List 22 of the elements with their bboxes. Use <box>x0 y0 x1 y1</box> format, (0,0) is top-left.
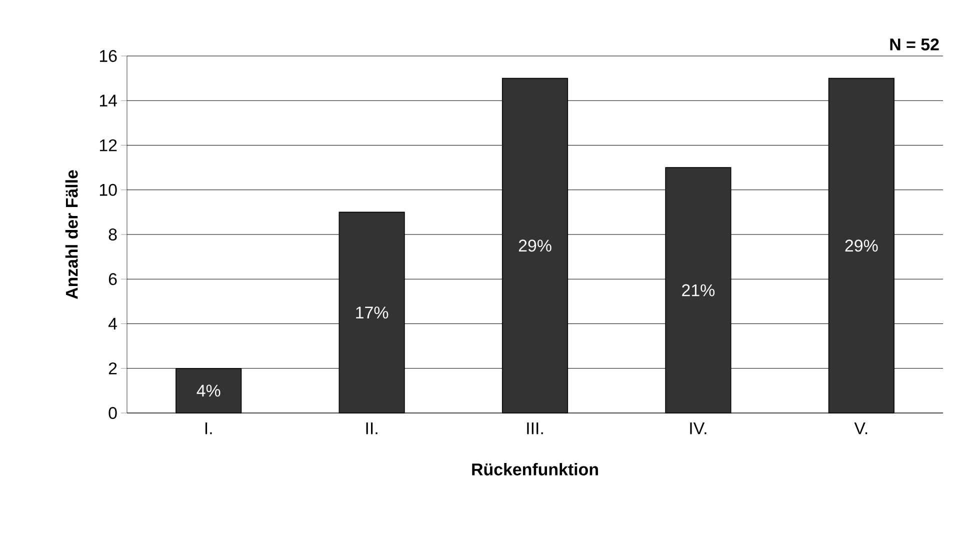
y-tick-label: 12 <box>100 139 117 152</box>
annotation: 21% <box>682 284 715 296</box>
annotation: 29% <box>518 240 552 252</box>
annotation: 4% <box>196 384 220 397</box>
y-axis-title: Anzahl der Fälle <box>65 170 78 299</box>
x-tick-label: I. <box>205 422 212 434</box>
y-tick-label: 4 <box>108 318 117 330</box>
y-tick-label: 10 <box>100 184 117 196</box>
text: N = 52 <box>890 38 939 50</box>
annotation: 17% <box>356 306 388 318</box>
y-tick-label: 14 <box>100 94 117 106</box>
annotation: 29% <box>845 240 878 252</box>
x-tick-label: IV. <box>690 422 706 434</box>
y-tick-label: 0 <box>108 406 117 419</box>
x-tick-label: II. <box>366 422 378 434</box>
x-tick-label: V. <box>854 422 868 434</box>
x-tick-label: III. <box>527 422 543 434</box>
y-tick-label: 8 <box>108 228 117 240</box>
x-axis-title: Rückenfunktion <box>472 463 598 476</box>
y-tick-label: 2 <box>108 362 117 374</box>
y-tick-label: 6 <box>108 273 117 286</box>
y-tick-label: 16 <box>100 50 117 62</box>
